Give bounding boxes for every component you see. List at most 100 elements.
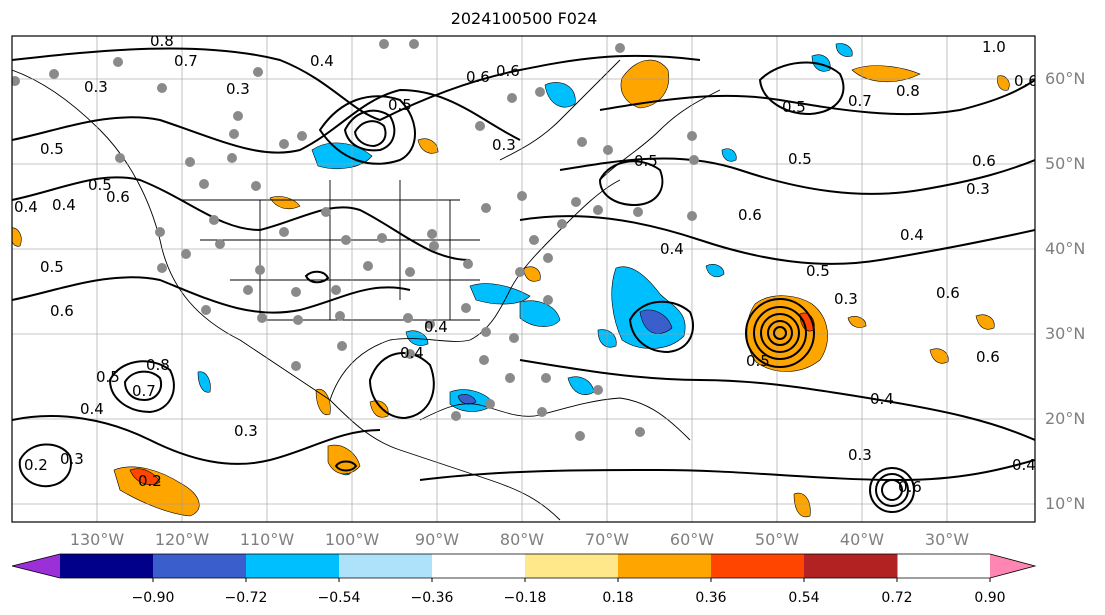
red-patch	[129, 468, 161, 485]
contour-label: 0.3	[966, 180, 990, 198]
contour-label: 0.4	[52, 196, 76, 214]
contour-label: 0.5	[788, 150, 812, 168]
contour-label: 0.6	[466, 68, 490, 86]
contour-label: 0.3	[226, 80, 250, 98]
colorbar: −0.90 −0.72 −0.54 −0.36 −0.18 0.18 0.36 …	[11, 553, 1037, 606]
contour-label: 0.6	[106, 188, 130, 206]
darkblue-patch	[457, 394, 477, 405]
lat-label: 10°N	[1045, 494, 1085, 513]
contour-label: 0.5	[806, 262, 830, 280]
colorbar-cell	[339, 554, 433, 578]
colorbar-tick: −0.54	[318, 590, 361, 606]
orange-patch	[315, 388, 331, 416]
orange-patch	[12, 227, 22, 247]
contour-label: 0.6	[738, 206, 762, 224]
contour-label: 1.0	[982, 38, 1006, 56]
lon-label: 100°W	[325, 530, 380, 549]
colorbar-cell	[153, 554, 247, 578]
lon-label: 90°W	[415, 530, 459, 549]
contour-label: 0.6	[1014, 72, 1038, 90]
lon-label: 30°W	[925, 530, 969, 549]
contour-label: 0.4	[424, 318, 448, 336]
lat-label: 50°N	[1045, 154, 1085, 173]
contour-label: 0.8	[146, 356, 170, 374]
contour-label: 0.3	[84, 78, 108, 96]
contour-label: 0.7	[132, 382, 156, 400]
contour-label: 0.5	[746, 352, 770, 370]
lon-label: 120°W	[155, 530, 210, 549]
contour-label: 0.6	[976, 348, 1000, 366]
colorbar-cell	[60, 554, 154, 578]
contour-label: 0.4	[900, 226, 924, 244]
blue-patch	[721, 148, 737, 162]
orange-patch	[269, 196, 301, 210]
blue-patch	[311, 142, 373, 169]
colorbar-tick: −0.72	[225, 590, 268, 606]
orange-patch	[523, 266, 541, 282]
contour-label: 0.6	[496, 62, 520, 80]
contour-label: 0.2	[138, 472, 162, 490]
shaded-fields	[12, 43, 1010, 518]
colorbar-extend-max	[990, 554, 1035, 578]
colorbar-tick: 0.72	[881, 590, 912, 606]
contour-label: 0.4	[80, 400, 104, 418]
contour-label: 0.4	[870, 390, 894, 408]
blue-patch	[835, 43, 853, 57]
colorbar-cell	[432, 554, 526, 578]
contour-label: 0.5	[782, 98, 806, 116]
lon-label: 130°W	[70, 530, 125, 549]
station-dots	[12, 39, 699, 441]
colorbar-cell	[246, 554, 340, 578]
contour-label: 0.6	[972, 152, 996, 170]
lat-label: 60°N	[1045, 69, 1085, 88]
lon-label: 70°W	[585, 530, 629, 549]
darkblue-patch	[639, 309, 673, 334]
colorbar-cell	[618, 554, 712, 578]
contour-label: 0.3	[492, 136, 516, 154]
colorbar-tick: −0.18	[504, 590, 547, 606]
contour-label: 0.5	[40, 258, 64, 276]
colorbar-cell	[804, 554, 898, 578]
colorbar-tick: 0.18	[602, 590, 633, 606]
blue-patch	[705, 264, 725, 278]
lon-label: 60°W	[670, 530, 714, 549]
colorbar-extend-min	[12, 554, 60, 578]
lat-label: 20°N	[1045, 409, 1085, 428]
orange-patch	[929, 348, 949, 364]
latitude-labels: 60°N 50°N 40°N 30°N 20°N 10°N	[1045, 69, 1085, 513]
blue-patch	[811, 54, 831, 72]
colorbar-cell	[525, 554, 619, 578]
colorbar-tick: 0.36	[695, 590, 726, 606]
contour-label: 0.5	[634, 152, 658, 170]
orange-patch	[369, 400, 389, 418]
contour-label: 0.4	[310, 52, 334, 70]
contour-label: 0.6	[936, 284, 960, 302]
contour-label: 0.7	[848, 92, 872, 110]
contour-label: 0.4	[400, 344, 424, 362]
contour-label: 0.3	[834, 290, 858, 308]
colorbar-outline	[11, 553, 1037, 579]
map-frame	[11, 35, 1036, 523]
contour-label: 0.6	[898, 478, 922, 496]
contour-label: 0.4	[14, 198, 38, 216]
contour-label: 0.8	[150, 32, 174, 50]
colorbar-ticks: −0.90 −0.72 −0.54 −0.36 −0.18 0.18 0.36 …	[132, 590, 1006, 606]
colorbar-cell	[711, 554, 805, 578]
orange-patch	[793, 492, 811, 518]
contours	[12, 47, 1035, 513]
colorbar-tick: 0.90	[974, 590, 1005, 606]
contour-label: 0.5	[88, 176, 112, 194]
contour-label: 0.3	[848, 446, 872, 464]
blue-patch	[544, 82, 576, 108]
blue-patch	[519, 300, 561, 327]
lat-label: 40°N	[1045, 239, 1085, 258]
map-area: 1.0 0.8 0.7 0.6 0.5 0.5 0.6 0.3 0.4 0.4 …	[12, 32, 1038, 522]
contour-label: 0.4	[1012, 456, 1036, 474]
contour-label: 0.7	[174, 52, 198, 70]
orange-patch	[417, 138, 439, 154]
contour-label: 0.4	[660, 240, 684, 258]
blue-patch	[469, 283, 531, 305]
blue-patch	[197, 371, 211, 393]
colorbar-tick: 0.54	[788, 590, 819, 606]
